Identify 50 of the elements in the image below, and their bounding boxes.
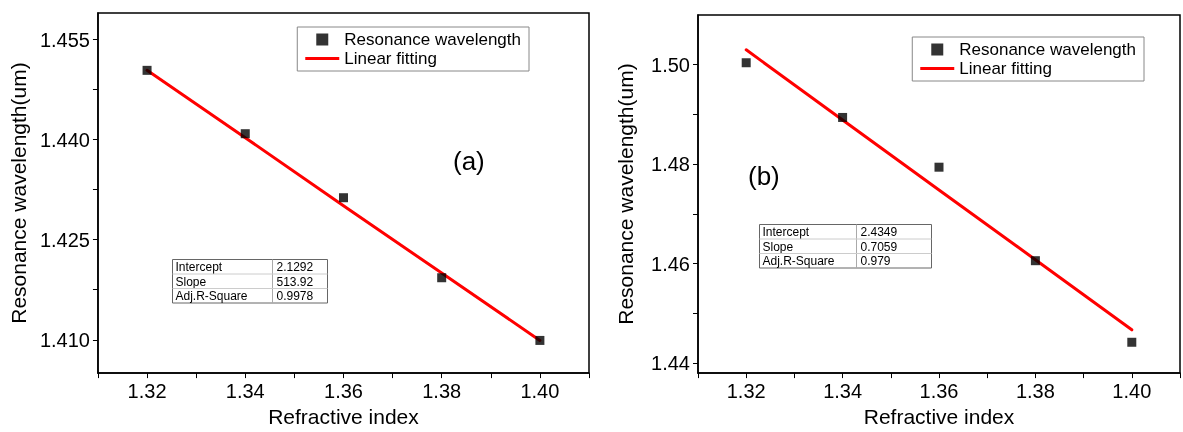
annotation: Intercept (175, 260, 223, 274)
y-tick-label: 1.455 (39, 28, 90, 51)
point (1127, 337, 1137, 347)
annotation: (b) (748, 161, 780, 191)
annotation: 2.1292 (276, 260, 314, 274)
annotation: 0.979 (860, 254, 891, 268)
y-axis-title: Resonance wavelength(um) (7, 62, 30, 324)
x-axis-title: Refractive index (268, 405, 420, 428)
annotation: (a) (453, 146, 485, 176)
annotation: 513.92 (276, 274, 314, 289)
x-tick-label: 1.36 (324, 380, 363, 403)
point (741, 58, 751, 68)
point (535, 335, 545, 345)
annotation: 0.7059 (860, 239, 898, 254)
legend-label: Linear fitting (344, 49, 437, 68)
legend-label: Linear fitting (959, 59, 1052, 78)
point (934, 162, 944, 172)
x-tick-label: 1.34 (225, 380, 265, 403)
x-tick-label: 1.38 (1015, 380, 1055, 403)
annotation: Slope (175, 274, 207, 289)
y-axis-title: Resonance wavelength(um) (614, 63, 637, 325)
y-tick-label: 1.410 (39, 328, 90, 351)
y-tick-label: 1.46 (651, 252, 690, 275)
point (437, 273, 447, 283)
point (240, 129, 250, 139)
x-tick-label: 1.40 (1112, 380, 1152, 403)
annotation: Adj.R-Square (175, 289, 248, 303)
annotation: Intercept (762, 225, 810, 239)
legend-label: Resonance wavelength (959, 40, 1136, 59)
y-tick-label: 1.44 (651, 352, 690, 375)
annotation: Adj.R-Square (762, 254, 835, 268)
legend-label: Resonance wavelength (344, 30, 521, 49)
x-tick-label: 1.36 (919, 380, 959, 403)
x-tick-label: 1.34 (823, 380, 863, 403)
x-axis-title: Refractive index (863, 405, 1015, 428)
point (838, 112, 848, 122)
y-tick-label: 1.48 (651, 153, 690, 176)
x-tick-label: 1.38 (422, 380, 462, 403)
annotation: 0.9978 (276, 289, 314, 303)
x-tick-label: 1.40 (520, 380, 560, 403)
annotation: Slope (762, 239, 794, 254)
point (338, 193, 348, 203)
x-tick-label: 1.32 (127, 380, 167, 403)
annotation: 2.4349 (860, 225, 898, 239)
x-tick-label: 1.32 (726, 380, 766, 403)
y-tick-label: 1.425 (39, 228, 90, 251)
point (1030, 256, 1040, 266)
y-tick-label: 1.50 (651, 53, 690, 76)
y-tick-label: 1.440 (39, 128, 90, 151)
point (142, 65, 152, 75)
